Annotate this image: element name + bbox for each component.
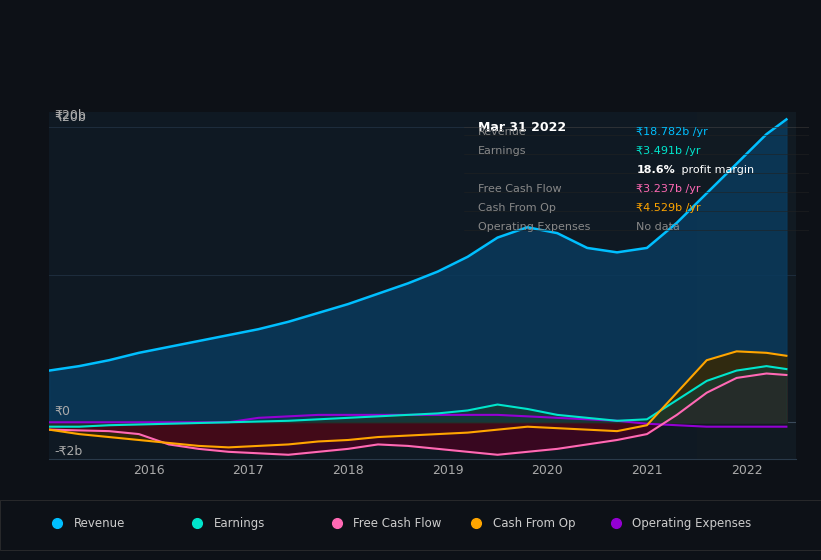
Text: Operating Expenses: Operating Expenses [632, 516, 751, 530]
Text: Free Cash Flow: Free Cash Flow [353, 516, 442, 530]
Text: Cash From Op: Cash From Op [478, 203, 556, 213]
Text: No data: No data [636, 222, 680, 232]
Text: Earnings: Earnings [213, 516, 265, 530]
Text: ₹20b: ₹20b [54, 111, 86, 124]
Text: Revenue: Revenue [478, 127, 526, 137]
Text: -₹2b: -₹2b [54, 445, 82, 458]
Text: ₹4.529b /yr: ₹4.529b /yr [636, 203, 701, 213]
Text: profit margin: profit margin [677, 165, 754, 175]
Text: Operating Expenses: Operating Expenses [478, 222, 590, 232]
Text: Free Cash Flow: Free Cash Flow [478, 184, 562, 194]
Text: ₹3.491b /yr: ₹3.491b /yr [636, 146, 701, 156]
Text: ₹20b: ₹20b [54, 109, 86, 122]
Text: Mar 31 2022: Mar 31 2022 [478, 120, 566, 134]
Text: Cash From Op: Cash From Op [493, 516, 575, 530]
Text: Earnings: Earnings [478, 146, 526, 156]
Text: 18.6%: 18.6% [636, 165, 675, 175]
Text: ₹0: ₹0 [54, 405, 71, 418]
Bar [697, 112, 796, 459]
Text: Revenue: Revenue [74, 516, 126, 530]
Text: ₹18.782b /yr: ₹18.782b /yr [636, 127, 708, 137]
Bar [0, 500, 821, 550]
Text: ₹3.237b /yr: ₹3.237b /yr [636, 184, 701, 194]
